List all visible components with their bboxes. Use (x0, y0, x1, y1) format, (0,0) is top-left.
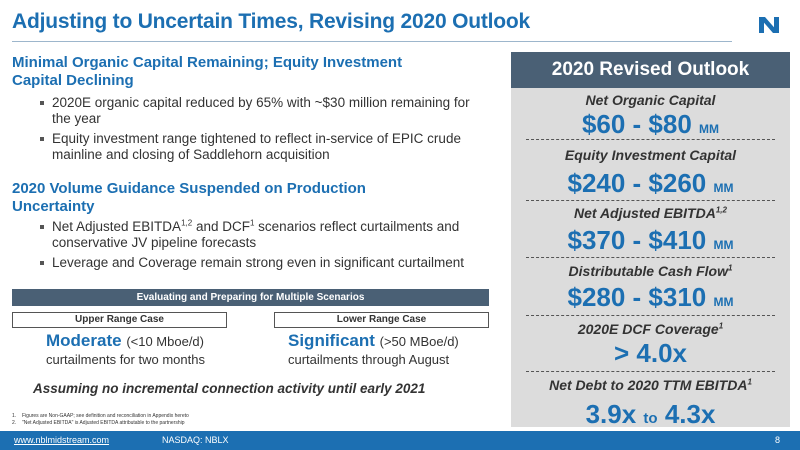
slide-title: Adjusting to Uncertain Times, Revising 2… (12, 10, 531, 33)
footnote: 1. Figures are Non-GAAP; see definition a… (12, 413, 189, 419)
title-divider (12, 41, 732, 42)
list-item: 2020E organic capital reduced by 65% wit… (40, 95, 477, 127)
revised-outlook-panel: 2020 Revised Outlook Net Organic Capital… (511, 52, 790, 429)
outlook-header: 2020 Revised Outlook (511, 52, 790, 88)
scenarios-bar: Evaluating and Preparing for Multiple Sc… (12, 289, 489, 306)
footnote: 2. "Net Adjusted EBITDA" is Adjusted EBIT… (12, 419, 185, 426)
lower-case-description: curtailments through August (288, 352, 450, 367)
dashed-divider (526, 200, 775, 201)
dashed-divider (526, 257, 775, 258)
upper-case-description: curtailments for two months (46, 352, 205, 367)
footnotes: 1. Figures are Non-GAAP; see definition a… (12, 413, 189, 426)
net-debt-to-ebitda-metric: Net Debt to 2020 TTM EBITDA1 3.9x to 4.3… (549, 377, 752, 429)
net-adjusted-ebitda-metric: Net Adjusted EBITDA1,2 $370 - $410 MM (567, 205, 734, 255)
footer-bar: www.nblmidstream.com NASDAQ: NBLX 8 (0, 431, 800, 450)
assumption-note: Assuming no incremental connection activ… (33, 381, 426, 396)
website-link[interactable]: www.nblmidstream.com (14, 435, 110, 445)
section2-bullets: Net Adjusted EBITDA1,2 and DCF1 scenario… (40, 219, 477, 275)
list-item: Equity investment range tightened to ref… (40, 131, 477, 163)
equity-investment-metric: Equity Investment Capital $240 - $260 MM (564, 147, 737, 198)
list-item: Leverage and Coverage remain strong even… (40, 255, 477, 271)
upper-range-case-label: Upper Range Case (12, 312, 227, 328)
dashed-divider (526, 371, 775, 372)
nblx-logo-icon (759, 17, 779, 33)
distributable-cash-flow-metric: Distributable Cash Flow1 $280 - $310 MM (567, 263, 734, 312)
upper-case-headline: Moderate (<10 Mboe/d) (46, 331, 204, 350)
lower-range-case-label: Lower Range Case (274, 312, 489, 328)
lower-case-headline: Significant (>50 MBoe/d) (288, 331, 459, 350)
page-number: 8 (775, 435, 781, 445)
dashed-divider (526, 315, 775, 316)
section1-bullets: 2020E organic capital reduced by 65% wit… (40, 95, 477, 167)
section1-heading: Minimal Organic Capital Remaining; Equit… (12, 54, 403, 89)
ticker-label: NASDAQ: NBLX (162, 435, 229, 445)
dashed-divider (526, 139, 775, 140)
net-organic-capital-metric: Net Organic Capital $60 - $80 MM (581, 92, 720, 139)
list-item: Net Adjusted EBITDA1,2 and DCF1 scenario… (40, 219, 477, 251)
dcf-coverage-metric: 2020E DCF Coverage1 > 4.0x (577, 321, 724, 368)
section2-heading: 2020 Volume Guidance Suspended on Produc… (12, 180, 366, 215)
